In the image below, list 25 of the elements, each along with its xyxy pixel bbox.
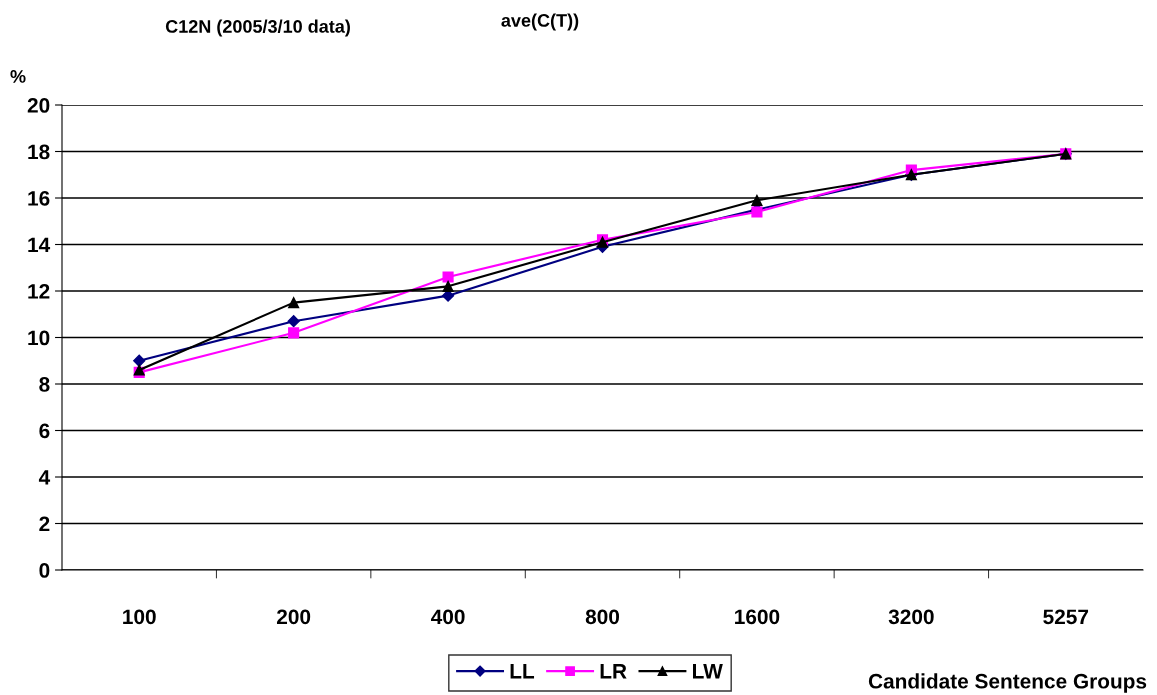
x-tick-label: 1600 [735,609,780,625]
y-tick-label: 10 [28,330,50,346]
y-tick-label: 14 [28,237,51,253]
x-tick-label: 100 [123,609,156,625]
x-tick-label: 800 [585,609,620,625]
legend-label: LL [510,664,535,679]
legend-label: LW [693,664,723,679]
x-tick-label: 200 [276,609,311,625]
chart-title: ave(C(T)) [501,13,579,31]
x-tick-label: 400 [431,609,465,625]
y-tick-label: 12 [28,284,50,299]
y-tick-label: 2 [39,516,50,532]
y-tick-label: 20 [27,98,50,113]
y-tick-label: 16 [28,191,50,206]
y-tick-label: 6 [39,423,50,439]
x-tick-label: 3200 [888,609,934,625]
chart-subtitle: C12N (2005/3/10 data) [165,19,350,37]
x-tick-label: 5257 [1043,609,1089,625]
legend-label: LR [600,664,627,679]
x-axis-title: Candidate Sentence Groups [868,673,1147,693]
y-tick-label: 0 [39,563,50,578]
y-tick-label: 8 [39,377,50,392]
y-axis-title: % [10,70,26,83]
y-tick-label: 18 [28,144,50,160]
y-tick-label: 4 [38,470,51,485]
